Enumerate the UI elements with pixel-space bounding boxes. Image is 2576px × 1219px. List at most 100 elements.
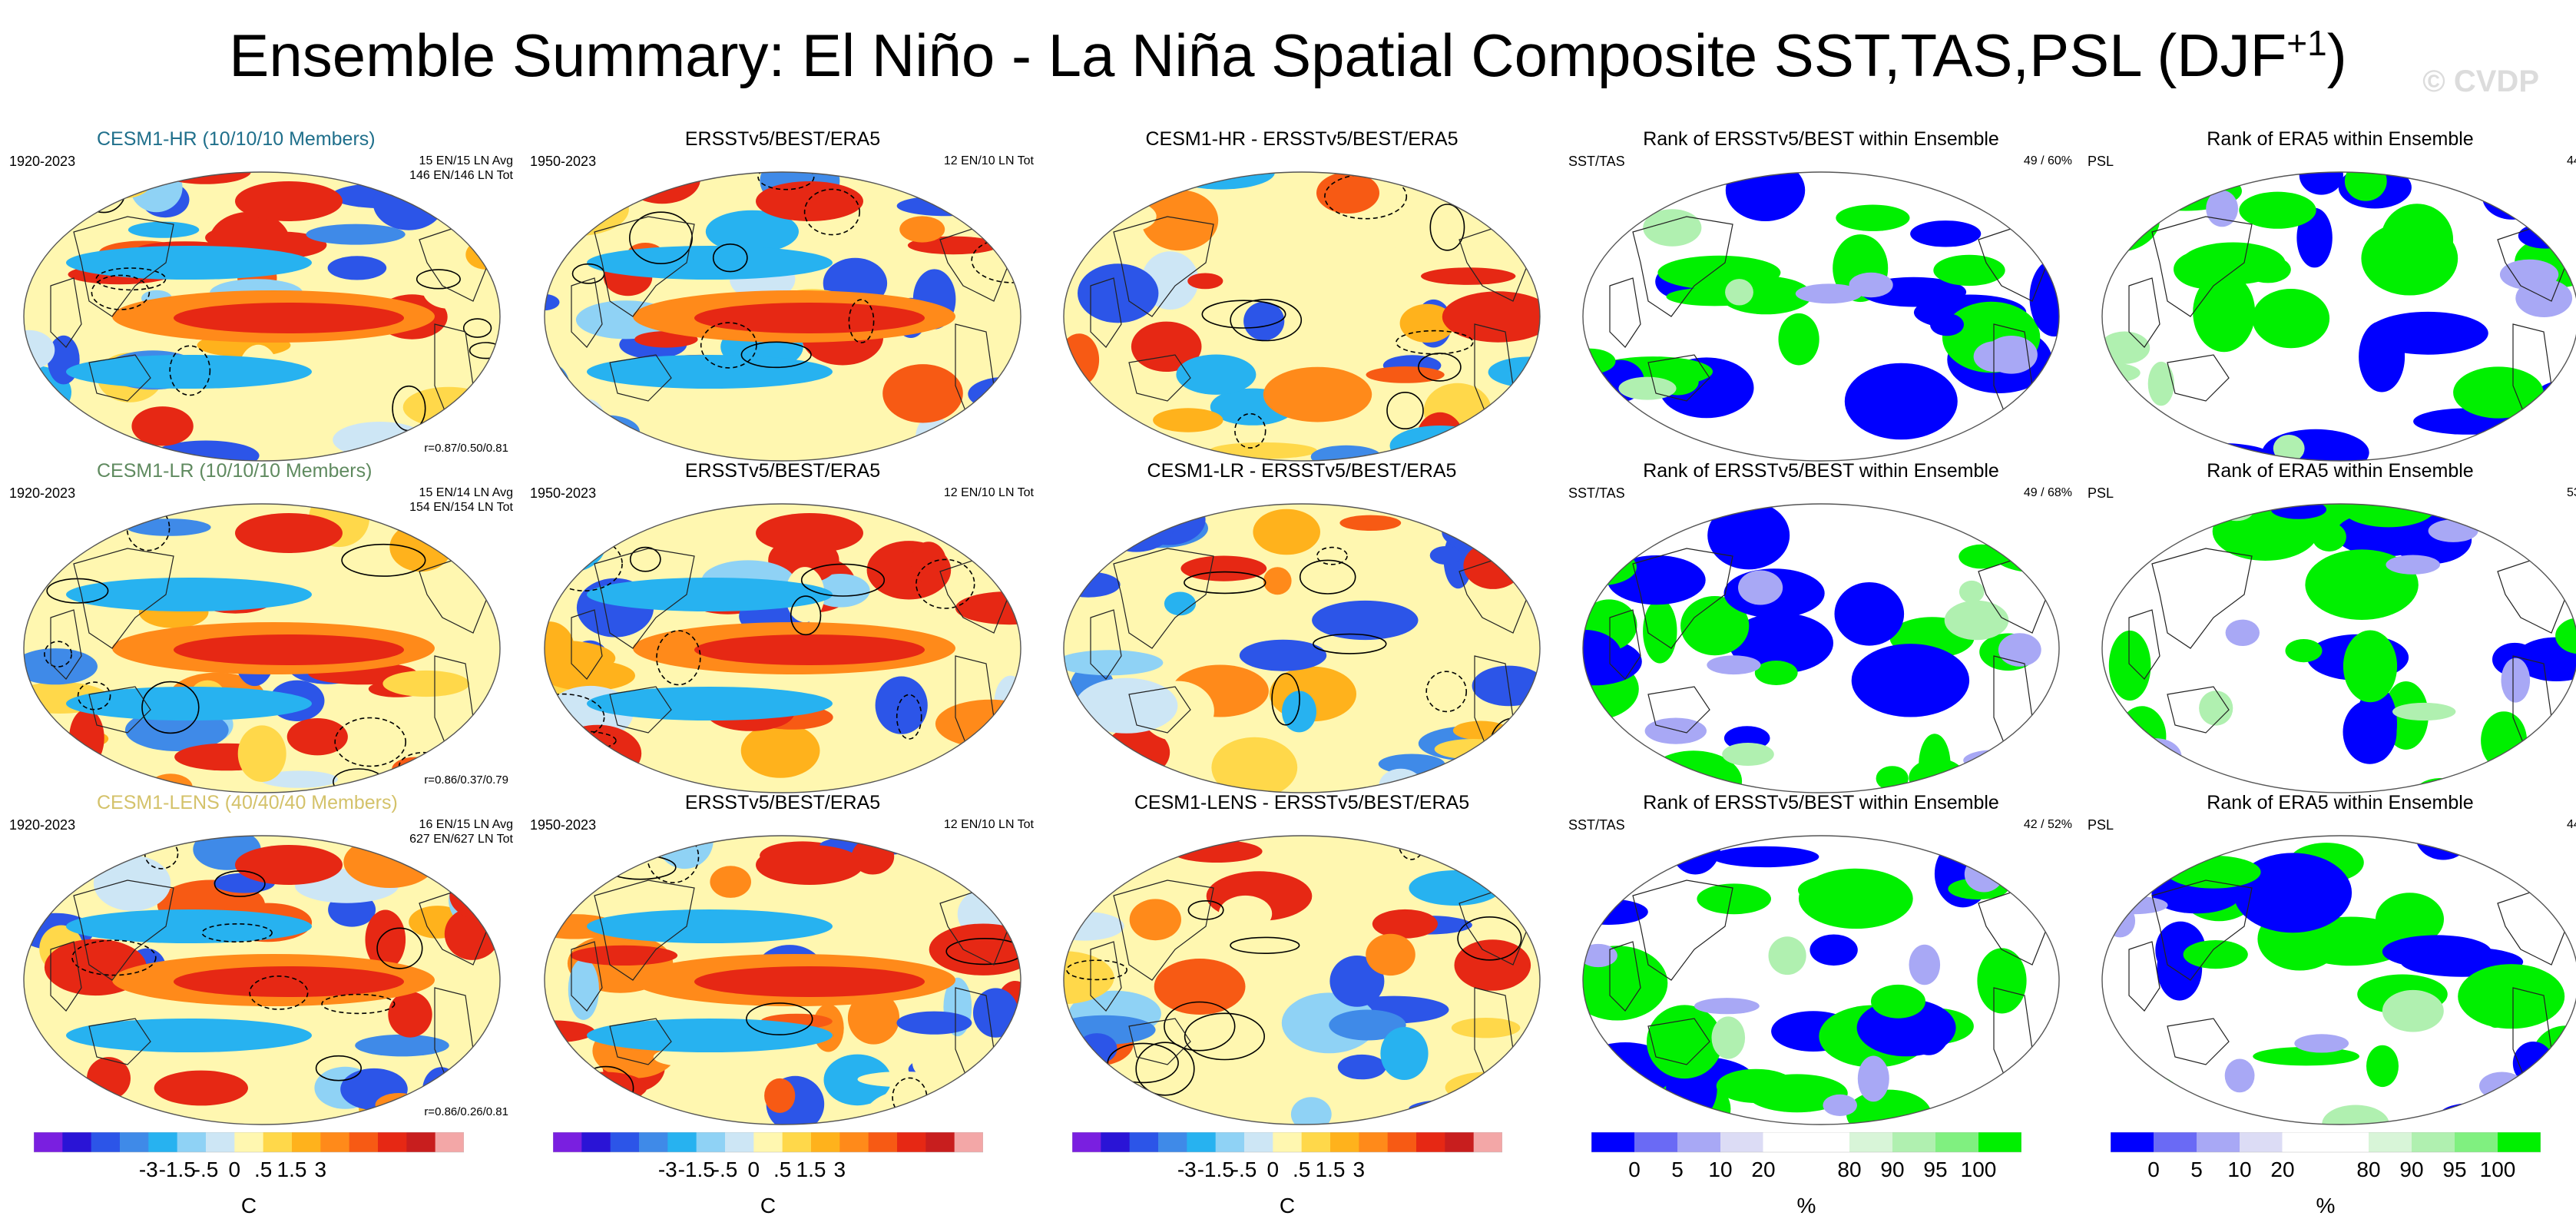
panel-title: CESM1-HR (10/10/10 Members) bbox=[97, 128, 376, 150]
coastline bbox=[2128, 277, 2160, 348]
colorbar-swatch bbox=[1677, 1132, 1721, 1152]
anomaly-blob bbox=[705, 210, 799, 253]
colorbar-tick-label: 5 bbox=[2190, 1158, 2203, 1181]
rank-blob bbox=[1909, 944, 1941, 985]
cool-horseshoe-north bbox=[66, 246, 312, 280]
coastline bbox=[1113, 548, 1214, 649]
rank-blob bbox=[1930, 313, 1964, 336]
rank-blob bbox=[2102, 504, 2168, 545]
enso-core bbox=[174, 303, 404, 333]
period-label: 1950-2023 bbox=[530, 485, 597, 501]
psl-contour bbox=[545, 836, 561, 875]
cool-horseshoe-south bbox=[66, 687, 312, 720]
period-label: PSL bbox=[2088, 817, 2114, 833]
anomaly-blob bbox=[1434, 739, 1512, 760]
anomaly-blob bbox=[482, 1053, 500, 1096]
anomaly-blob bbox=[1064, 650, 1164, 676]
colorbar-swatch bbox=[868, 1132, 898, 1152]
anomaly-blob bbox=[333, 422, 427, 459]
colorbar-swatch bbox=[148, 1132, 178, 1152]
anomaly-blob bbox=[453, 1098, 500, 1121]
north-america-warm bbox=[235, 845, 343, 885]
psl-contour bbox=[141, 681, 200, 734]
rank-blob bbox=[1583, 836, 1670, 877]
rank-blob bbox=[1963, 749, 2032, 771]
coastline bbox=[2151, 216, 2253, 317]
anomaly-blob bbox=[545, 293, 560, 311]
rank-blob bbox=[1834, 582, 1905, 646]
map-border bbox=[1582, 171, 2060, 462]
map-border bbox=[1582, 835, 2060, 1125]
rank-blob bbox=[2294, 1034, 2349, 1053]
coastline bbox=[50, 941, 82, 1012]
psl-contour bbox=[1457, 916, 1522, 961]
period-label: 1920-2023 bbox=[9, 817, 76, 833]
colorbar-tick-label: 3 bbox=[834, 1158, 846, 1181]
anomaly-blob bbox=[1329, 956, 1385, 1007]
colorbar-swatch bbox=[925, 1132, 955, 1152]
colorbar-swatch bbox=[1187, 1132, 1217, 1152]
rank-blob bbox=[2361, 221, 2458, 296]
map-border bbox=[544, 835, 1021, 1125]
rank-blob bbox=[1583, 172, 1647, 203]
coastline bbox=[2128, 941, 2160, 1012]
colorbar-tick-label: 0 bbox=[748, 1158, 760, 1181]
rank-blob bbox=[1998, 633, 2041, 667]
colorbar-tick-label: 1.5 bbox=[796, 1158, 826, 1181]
colorbar-tick-label: 1.5 bbox=[1316, 1158, 1346, 1181]
anomaly-blob bbox=[306, 224, 406, 245]
rank-blob bbox=[2273, 435, 2305, 461]
count-label: 16 EN/15 LN Avg 627 EN/627 LN Tot bbox=[409, 817, 513, 846]
anomaly-blob bbox=[1310, 445, 1382, 461]
rank-blob bbox=[1583, 365, 1599, 442]
figure-title: Ensemble Summary: El Niño - La Niña Spat… bbox=[229, 22, 2347, 89]
psl-contour bbox=[91, 274, 151, 310]
anomaly-blob bbox=[561, 1072, 647, 1103]
psl-contour bbox=[416, 269, 461, 290]
coastline bbox=[73, 216, 174, 317]
coastline bbox=[1128, 1018, 1191, 1065]
rank-blob bbox=[2102, 896, 2168, 915]
map-border bbox=[1063, 171, 1541, 462]
psl-contour bbox=[945, 938, 1021, 966]
rank-blob bbox=[1809, 934, 1858, 966]
colorbar-tick-label: 95 bbox=[1923, 1158, 1947, 1181]
colorbar-tick-label: 0 bbox=[2147, 1158, 2160, 1181]
coastline bbox=[1128, 354, 1191, 402]
colorbar-composite-3: -3 -1.5 -.5 0.5 1.5 3 C bbox=[1072, 1132, 1502, 1217]
rank-blob bbox=[1778, 313, 1819, 366]
rank-blob bbox=[2343, 630, 2398, 703]
anomaly-blob bbox=[875, 676, 928, 734]
psl-contour bbox=[1078, 1102, 1131, 1125]
rank-blob bbox=[1643, 599, 1677, 664]
anomaly-blob bbox=[382, 670, 470, 697]
coastline bbox=[609, 686, 672, 734]
anomaly-blob bbox=[899, 216, 945, 243]
count-label: 44% bbox=[2567, 817, 2576, 832]
colorbar-swatch bbox=[1072, 1132, 1101, 1152]
coastline bbox=[571, 277, 603, 348]
psl-contour bbox=[1502, 509, 1531, 561]
anomaly-blob bbox=[1064, 1086, 1092, 1105]
psl-contour bbox=[1313, 633, 1387, 654]
rank-blob bbox=[1583, 630, 1622, 683]
colorbar-swatch bbox=[1806, 1132, 1850, 1153]
panel-title: ERSSTv5/BEST/ERA5 bbox=[684, 460, 881, 482]
cool-horseshoe-south bbox=[587, 687, 833, 720]
map-panel-r2-c5: Rank of ERA5 within Ensemble PSL 53% bbox=[2083, 459, 2576, 793]
psl-contour bbox=[1201, 300, 1286, 329]
colorbar-tick-label: .5 bbox=[1293, 1158, 1310, 1181]
colorbar-tick-label: 90 bbox=[1880, 1158, 1904, 1181]
colorbar-swatch bbox=[406, 1132, 436, 1152]
rank-blob bbox=[2106, 410, 2154, 456]
count-line: 16 EN/15 LN Avg bbox=[419, 818, 513, 831]
psl-contour bbox=[803, 188, 861, 236]
count-label: 49 / 68% bbox=[2024, 485, 2072, 500]
rank-blob bbox=[1725, 279, 1753, 306]
psl-contour bbox=[214, 870, 266, 897]
coastline bbox=[1113, 879, 1214, 981]
cool-horseshoe-south bbox=[587, 355, 833, 389]
colorbar-tick-label: -3 bbox=[1177, 1158, 1197, 1181]
psl-contour bbox=[1107, 1042, 1179, 1084]
psl-contour bbox=[46, 1088, 88, 1125]
